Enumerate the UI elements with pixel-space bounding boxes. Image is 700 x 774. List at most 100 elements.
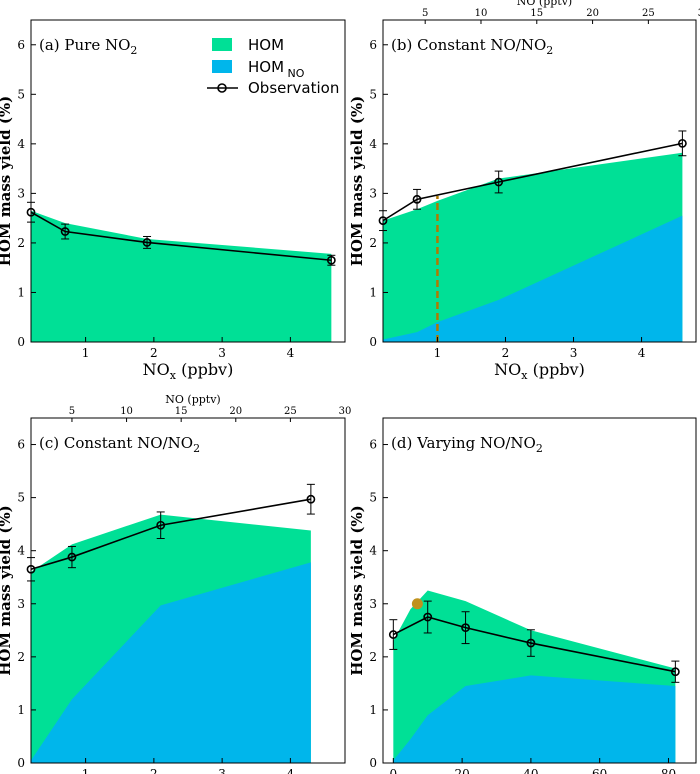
y-tick-label: 2 — [369, 650, 377, 664]
panel-title: (c) Constant NO/NO2 — [39, 434, 200, 455]
observation-point — [423, 612, 433, 622]
y-tick-label: 1 — [17, 285, 25, 299]
plot-frame — [382, 19, 697, 343]
hom-no-area — [383, 215, 683, 342]
panel-title-sub: 2 — [193, 442, 200, 455]
observation-line — [30, 498, 312, 571]
y-tick-label: 4 — [369, 544, 377, 558]
legend-label-hom: HOM — [248, 36, 284, 54]
observation-point — [306, 494, 316, 504]
x-tick-label: 0 — [389, 767, 397, 774]
x-tick-label: 40 — [523, 767, 538, 774]
legend-hom-no-base: HOM — [248, 58, 284, 76]
observation-point — [67, 552, 77, 562]
chart-panel-c: 0 1 2 3 4 5 6 1 2 3 4 5 10 15 20 25 30 NO (pptv) (c) Const… — [0, 393, 351, 774]
panel-title: (d) Varying NO/NO2 — [391, 434, 543, 455]
x-axis-label: NOx (ppbv) — [494, 360, 585, 382]
panel-title: (b) Constant NO/NO2 — [391, 36, 553, 57]
y-axis-label: HOM mass yield (%) — [0, 505, 14, 676]
hom-no-area — [393, 675, 676, 763]
legend-hom-no-sub: NO — [284, 67, 305, 80]
observation-point — [670, 667, 680, 677]
y-tick-label: 5 — [369, 491, 377, 505]
observation-point — [494, 177, 504, 187]
y-tick-label: 0 — [369, 756, 377, 770]
panel-title-sub: 2 — [536, 442, 543, 455]
y-tick-label: 1 — [369, 285, 377, 299]
x-tick-label: 3 — [218, 346, 226, 360]
panel-title-text: (a) Pure NO — [39, 36, 130, 54]
observation-line — [30, 211, 332, 262]
panel-title-text: (d) Varying NO/NO — [391, 434, 536, 452]
observation-point — [677, 138, 687, 148]
top-tick-label: 25 — [284, 406, 297, 417]
x-tick-label: 2 — [150, 346, 158, 360]
x-tick-label: 80 — [661, 767, 676, 774]
legend-swatch-hom — [212, 38, 232, 51]
top-tick-label: 25 — [642, 8, 655, 19]
top-tick-label: 5 — [69, 406, 75, 417]
observation-point — [60, 227, 70, 236]
x-tick-label: 20 — [454, 767, 469, 774]
y-tick-label: 0 — [17, 756, 25, 770]
y-tick-label: 3 — [369, 186, 377, 200]
y-tick-label: 6 — [369, 438, 377, 452]
y-tick-label: 3 — [17, 186, 25, 200]
legend-marker-observation — [217, 83, 227, 93]
x-label-text: NO — [143, 360, 170, 379]
x-label-text: NO — [494, 360, 521, 379]
highlight-dot — [411, 598, 423, 610]
x-tick-label: 1 — [434, 346, 442, 360]
panel-title: (a) Pure NO2 — [39, 36, 137, 57]
legend-label-observation: Observation — [248, 79, 339, 97]
top-tick-label: 20 — [229, 406, 242, 417]
hom-area — [31, 210, 332, 342]
plot-frame — [382, 417, 697, 764]
top-tick-label: 20 — [586, 8, 599, 19]
plot-frame — [30, 19, 346, 343]
y-tick-label: 1 — [369, 703, 377, 717]
top-tick-label: 5 — [422, 8, 428, 19]
top-tick-label: 15 — [175, 406, 188, 417]
top-tick-label: 10 — [475, 8, 488, 19]
top-tick-label: 15 — [530, 8, 543, 19]
x-label-sub: x — [521, 369, 528, 382]
x-tick-label: 1 — [82, 767, 90, 774]
x-label-unit: (ppbv) — [528, 360, 585, 379]
observation-point — [142, 238, 152, 247]
y-tick-label: 6 — [17, 38, 25, 52]
panel-title-text: (c) Constant NO/NO — [39, 434, 193, 452]
panel-title-sub: 2 — [130, 44, 137, 57]
y-tick-label: 2 — [17, 650, 25, 664]
y-axis-label: HOM mass yield (%) — [0, 96, 14, 267]
observation-line — [382, 142, 683, 222]
observation-point — [461, 623, 470, 633]
panel-title-sub: 2 — [546, 44, 553, 57]
legend-swatch-hom-no — [212, 60, 232, 73]
y-tick-label: 2 — [369, 236, 377, 250]
y-axis-label: HOM mass yield (%) — [348, 505, 366, 676]
top-axis-label: NO (pptv) — [517, 0, 572, 8]
y-tick-label: 5 — [17, 87, 25, 101]
y-tick-label: 4 — [17, 544, 25, 558]
observation-point — [412, 194, 422, 204]
plot-frame — [30, 417, 346, 764]
top-tick-label: 30 — [339, 406, 352, 417]
y-tick-label: 1 — [17, 703, 25, 717]
x-tick-label: 3 — [218, 767, 226, 774]
x-label-sub: x — [170, 369, 177, 382]
y-tick-label: 4 — [17, 137, 25, 151]
top-axis-label: NO (pptv) — [165, 393, 220, 406]
x-tick-label: 4 — [287, 767, 295, 774]
x-tick-label: 4 — [287, 346, 295, 360]
hom-no-area — [31, 562, 311, 763]
y-tick-label: 5 — [17, 491, 25, 505]
y-tick-label: 4 — [369, 137, 377, 151]
observation-point — [156, 520, 166, 530]
observation-point — [526, 638, 536, 648]
x-tick-label: 60 — [592, 767, 607, 774]
